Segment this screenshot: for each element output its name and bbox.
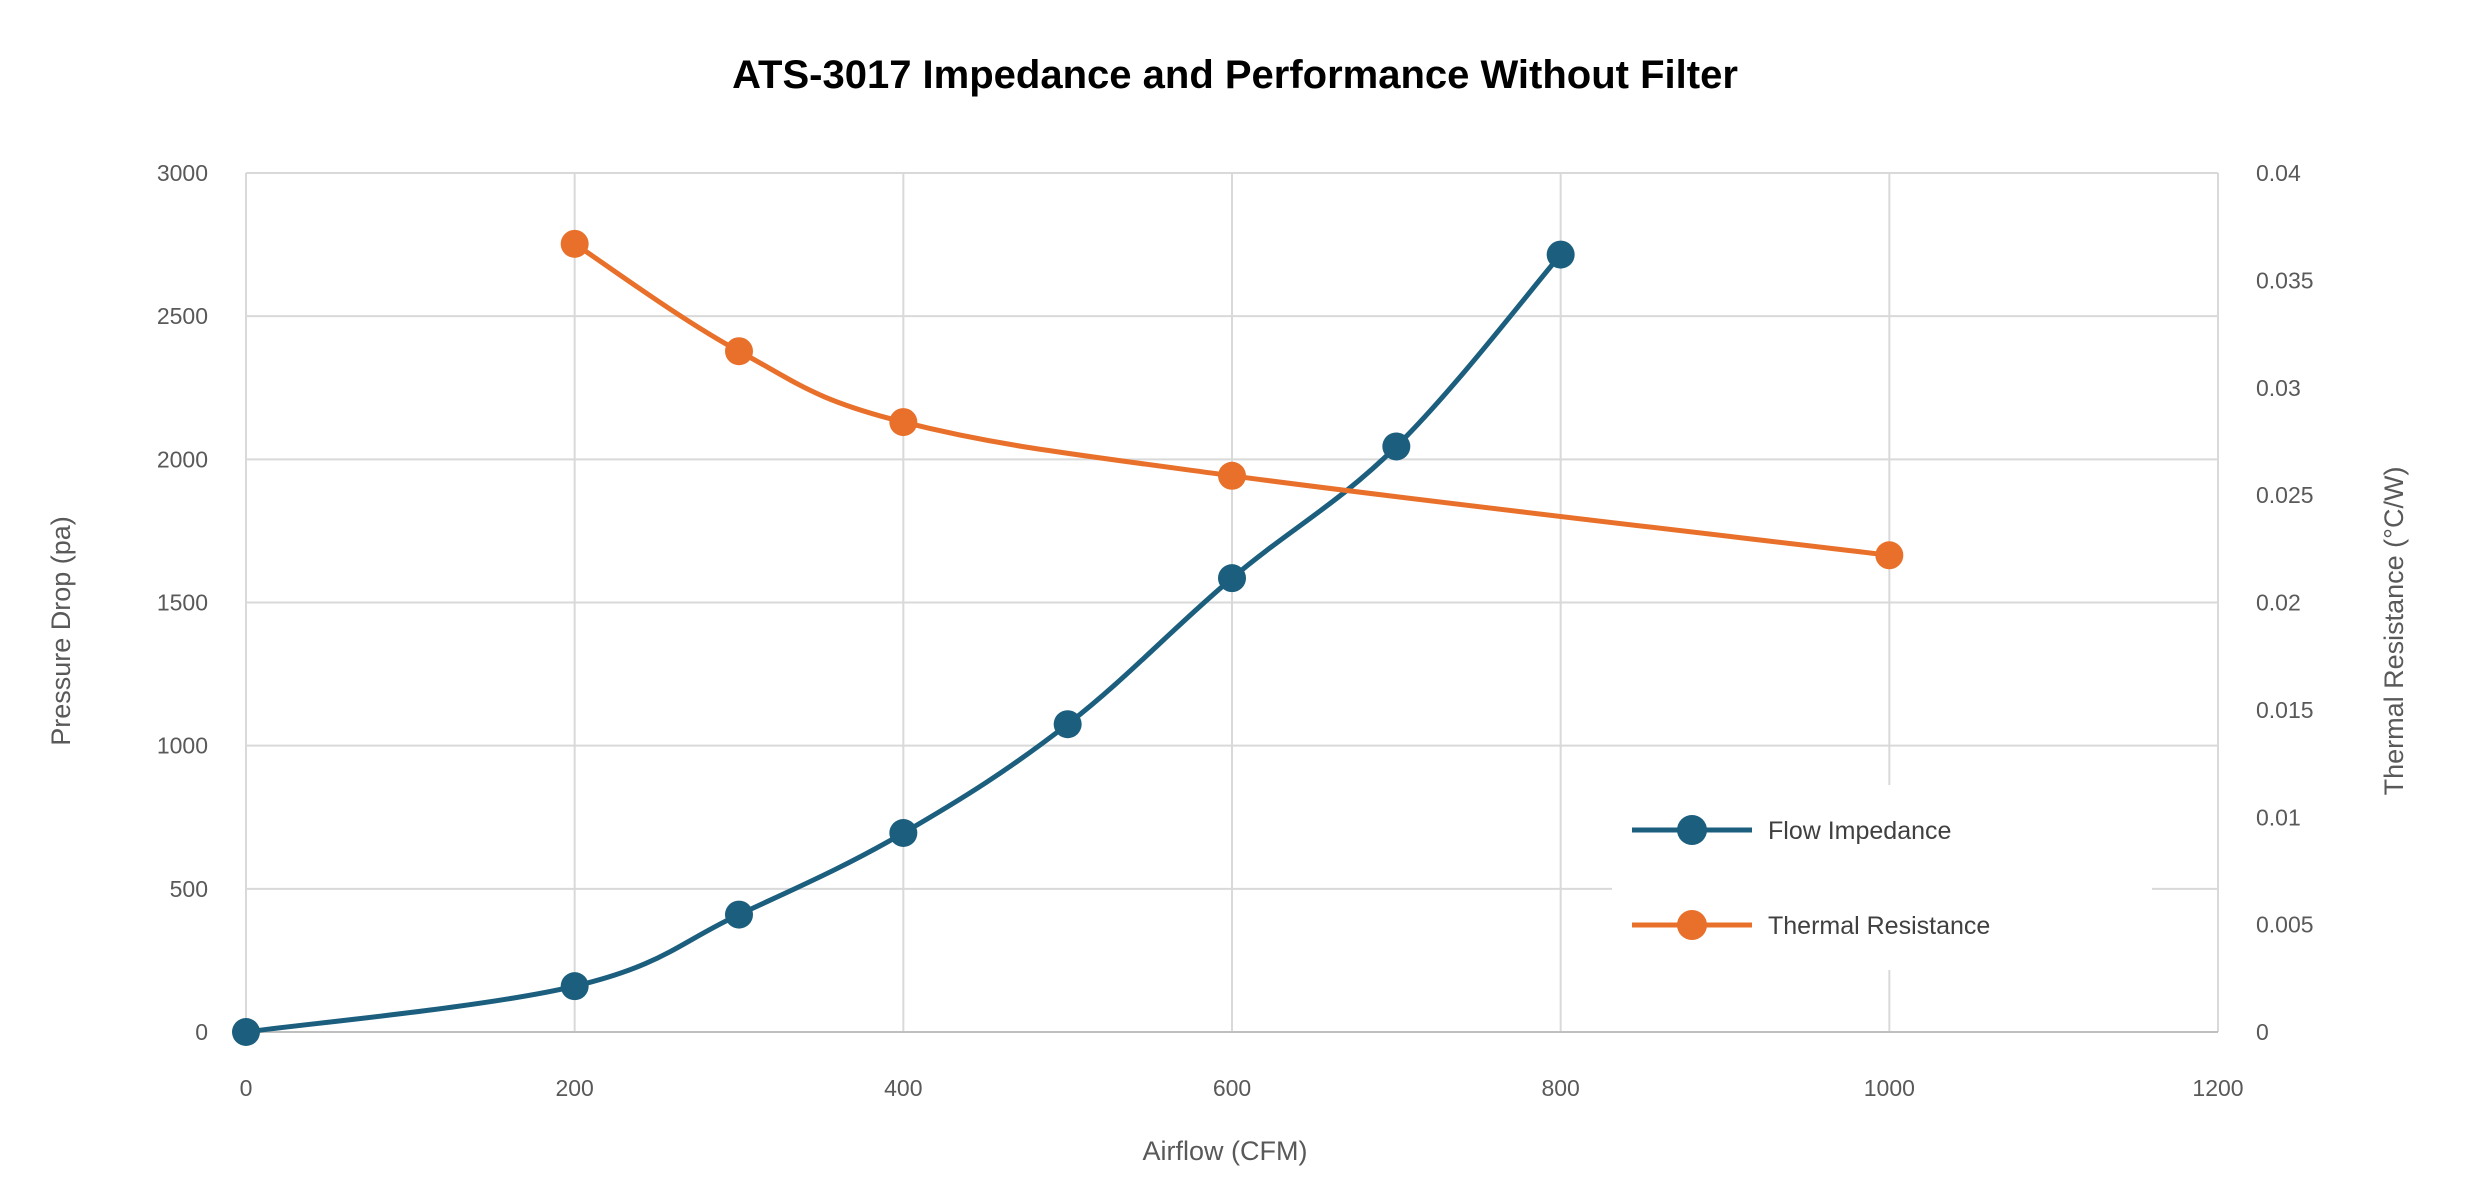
legend-swatch-marker-thermal-resistance (1677, 910, 1707, 940)
data-point-flow-impedance (560, 972, 589, 1001)
y2-tick-label: 0.03 (2256, 375, 2301, 401)
data-point-flow-impedance (1382, 432, 1411, 461)
legend-swatch-marker-flow-impedance (1677, 815, 1707, 845)
x-axis-label: Airflow (CFM) (1143, 1136, 1308, 1166)
legend: Flow Impedance Thermal Resistance (1612, 785, 2152, 970)
x-tick-label: 1200 (2192, 1075, 2243, 1101)
y2-tick-label: 0 (2256, 1019, 2269, 1045)
x-tick-label: 400 (884, 1075, 922, 1101)
y-tick-label: 3000 (157, 160, 208, 186)
series-group (232, 229, 1904, 1046)
y-tick-label: 500 (170, 876, 208, 902)
gridlines (245, 172, 2219, 1033)
y2-axis-ticks: 0 0.005 0.01 0.015 0.02 0.025 0.03 0.035 0.04 (2256, 160, 2314, 1045)
legend-label-thermal-resistance: Thermal Resistance (1768, 912, 1990, 940)
y2-tick-label: 0.035 (2256, 267, 2314, 293)
x-tick-label: 600 (1213, 1075, 1251, 1101)
y2-tick-label: 0.04 (2256, 160, 2301, 186)
legend-background (1612, 785, 2152, 970)
y2-tick-label: 0.01 (2256, 804, 2301, 830)
y-tick-label: 2000 (157, 446, 208, 472)
data-point-flow-impedance (232, 1018, 260, 1046)
x-tick-label: 200 (555, 1075, 593, 1101)
data-point-thermal-resistance (725, 337, 753, 366)
x-tick-label: 800 (1541, 1075, 1579, 1101)
y2-tick-label: 0.015 (2256, 697, 2314, 723)
data-point-thermal-resistance (1218, 461, 1246, 490)
y-axis-ticks: 0 500 1000 1500 2000 2500 3000 (157, 160, 208, 1045)
data-point-flow-impedance (1546, 240, 1575, 269)
x-tick-label: 1000 (1864, 1075, 1915, 1101)
y2-axis-label: Thermal Resistance (°C/W) (2379, 467, 2409, 796)
data-point-flow-impedance (1053, 710, 1082, 739)
y2-tick-label: 0.005 (2256, 912, 2314, 938)
y-tick-label: 1000 (157, 733, 208, 759)
data-point-thermal-resistance (560, 229, 589, 258)
chart-title: ATS-3017 Impedance and Performance Witho… (732, 53, 1738, 97)
x-tick-label: 0 (240, 1075, 253, 1101)
y-tick-label: 0 (195, 1019, 208, 1045)
data-point-flow-impedance (1218, 564, 1246, 593)
y2-tick-label: 0.02 (2256, 590, 2301, 616)
legend-label-flow-impedance: Flow Impedance (1768, 817, 1951, 845)
data-point-thermal-resistance (889, 408, 918, 437)
y-tick-label: 2500 (157, 303, 208, 329)
data-point-flow-impedance (725, 900, 753, 929)
data-point-thermal-resistance (1875, 541, 1904, 570)
y-axis-label: Pressure Drop (pa) (46, 516, 76, 746)
y2-tick-label: 0.025 (2256, 482, 2314, 508)
series-line-thermal-resistance (572, 241, 1892, 558)
data-point-flow-impedance (889, 818, 918, 847)
y-tick-label: 1500 (157, 590, 208, 616)
x-axis-ticks: 0 200 400 600 800 1000 1200 (240, 1075, 2244, 1101)
